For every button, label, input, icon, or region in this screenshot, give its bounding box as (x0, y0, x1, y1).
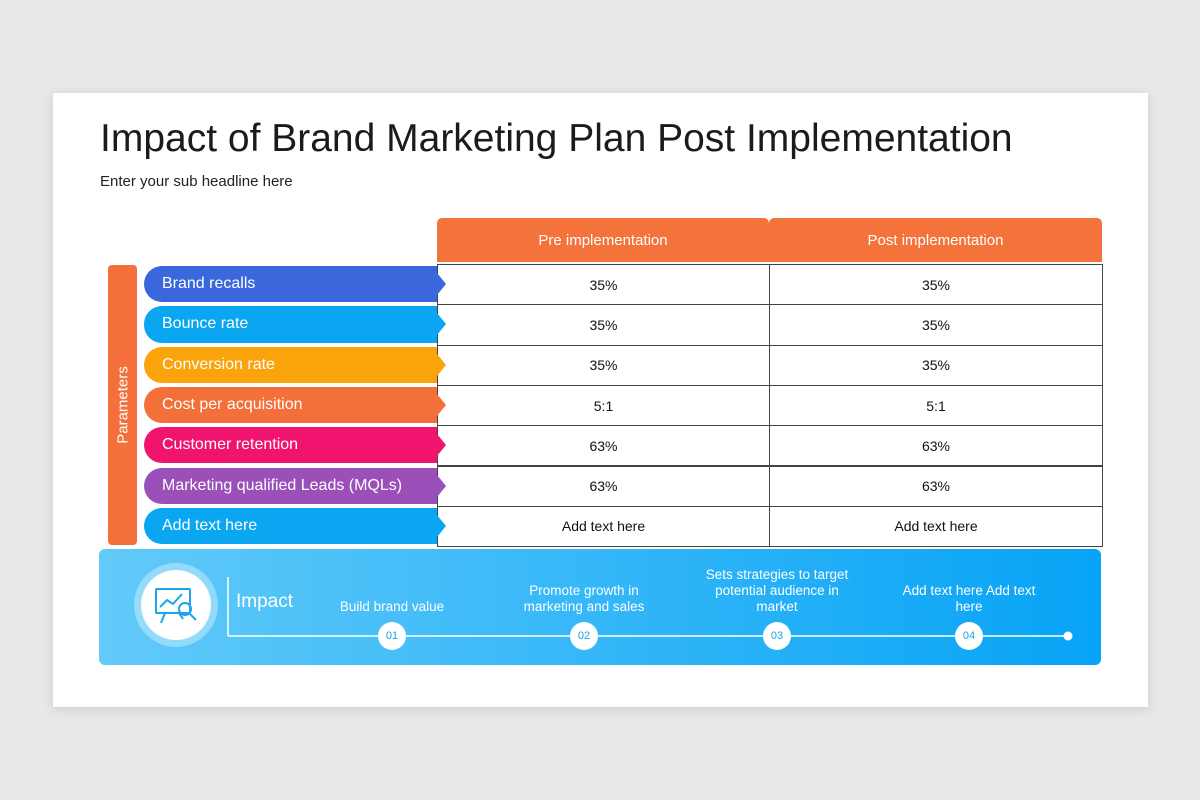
column-header: Post implementation (769, 218, 1102, 262)
row-label: Cost per acquisition (144, 386, 437, 424)
table-cell: 63% (437, 465, 770, 507)
column-header: Pre implementation (437, 218, 769, 262)
table-cell: 5:1 (437, 384, 770, 427)
row-label: Brand recalls (144, 266, 437, 303)
title: Impact of Brand Marketing Plan Post Impl… (100, 117, 1013, 160)
table-cell: 35% (437, 264, 770, 306)
row-label: Bounce rate (144, 306, 437, 343)
side-bar (108, 265, 137, 545)
row-arrow (437, 273, 446, 296)
step-text: Promote growth in marketing and sales (523, 583, 645, 614)
table-cell: 35% (769, 264, 1103, 306)
row-arrow (437, 353, 446, 376)
step-text: Build brand value (339, 599, 445, 614)
slide: Impact of Brand Marketing Plan Post Impl… (53, 93, 1148, 707)
table-cell: 63% (437, 425, 770, 467)
row-label: Customer retention (144, 427, 437, 464)
icon (155, 588, 197, 624)
icon-circle (141, 570, 211, 640)
table-cell: 5:1 (769, 384, 1103, 427)
row-arrow (437, 394, 446, 417)
step-text: Add text here Add text here (902, 583, 1036, 614)
table-cell: 35% (437, 344, 770, 386)
side-label: Parameters (114, 366, 132, 444)
table-cell: 35% (769, 344, 1103, 386)
step-number: 04 (955, 622, 983, 650)
impact-panel: Impact Build brand value 01 Promote growth… (99, 549, 1101, 665)
step-number: 03 (763, 622, 791, 650)
table-cell: 63% (769, 465, 1103, 507)
row-arrow (437, 313, 446, 336)
row-arrow (437, 474, 446, 497)
row-label: Add text here (144, 507, 437, 545)
timeline-end (1063, 631, 1073, 641)
impact-label: Impact (236, 591, 294, 612)
subtitle: Enter your sub headline here (100, 173, 293, 190)
row-arrow (437, 434, 446, 457)
step-number: 02 (570, 622, 598, 650)
impact-graphics (134, 563, 1073, 647)
step-number: 01 (378, 622, 406, 650)
table-cell: 35% (769, 304, 1103, 346)
row-label: Conversion rate (144, 346, 437, 383)
table-cell: Add text here (769, 505, 1103, 548)
table-cell: Add text here (437, 505, 770, 548)
row-label: Marketing qualified Leads (MQLs) (144, 467, 437, 504)
table-cell: 35% (437, 304, 770, 346)
step-text: Sets strategies to target potential audi… (705, 567, 849, 614)
table-cell: 63% (769, 425, 1103, 467)
row-arrow (437, 514, 446, 537)
